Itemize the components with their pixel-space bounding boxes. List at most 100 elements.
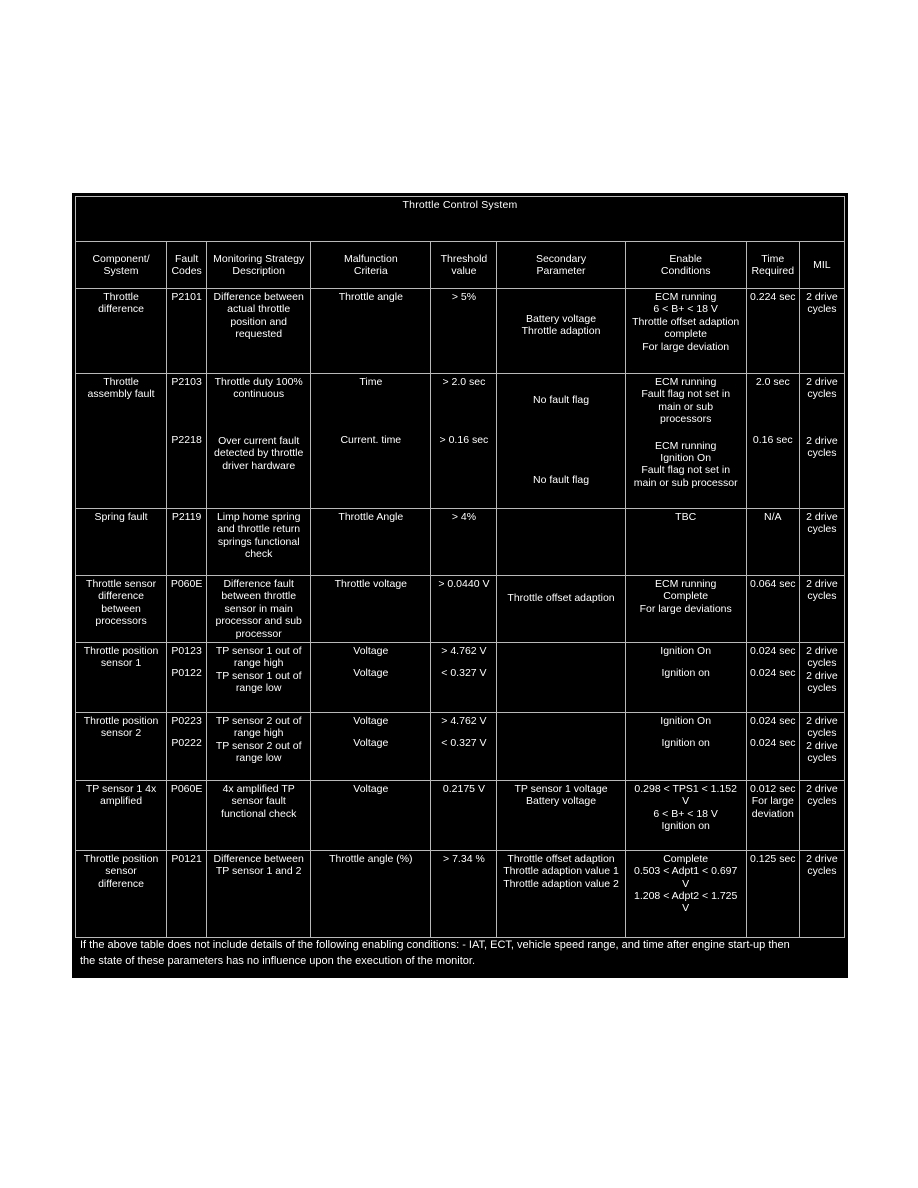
cell-secondary-parameter: Throttle offset adaption (496, 575, 626, 643)
monitoring-table: Throttle Control System Component/ Syste… (74, 196, 846, 938)
cell-fault-codes: P0223 P0222 (166, 711, 208, 781)
text-line: 0.224 sec (750, 291, 796, 303)
text-line: Throttle angle (338, 291, 403, 303)
text-line: sensor (105, 865, 137, 878)
header-line-2: value (451, 265, 477, 277)
text-line: Complete (663, 852, 709, 865)
header-line-2: Parameter (536, 265, 586, 277)
cell-time-required: 2.0 sec 0.16 sec (745, 373, 800, 509)
text-line: 0.503 < Adpt1 < 0.697 (634, 865, 738, 878)
cell-description: Difference between actual throttle posit… (206, 288, 312, 374)
text-line: Difference between (213, 852, 304, 865)
cell-component-system: Throttle position sensor 2 (74, 711, 168, 781)
text-line: processor (235, 627, 282, 640)
text-line: Difference fault (223, 578, 294, 590)
text-line: For large deviation (642, 340, 730, 353)
cell-description: Limp home spring and throttle return spr… (206, 508, 312, 576)
text-line: difference (98, 590, 145, 603)
header-line-1: MIL (813, 258, 831, 271)
text-line: N/A (764, 511, 782, 523)
text-line: position and (230, 315, 288, 328)
column-header-time-required: Time Required (745, 241, 800, 289)
text-line: Voltage (353, 737, 389, 750)
column-header-mil: MIL (798, 241, 846, 289)
text-line: Battery voltage (526, 795, 597, 808)
column-header-monitoring-strategy-description: Monitoring Strategy Description (206, 241, 312, 289)
cell-description: Throttle duty 100% continuous Over curre… (206, 373, 312, 509)
throttle-control-system-panel: Throttle Control System Component/ Syste… (72, 193, 848, 978)
cell-threshold-value: > 5% (430, 288, 498, 374)
header-line-2: Description (232, 265, 285, 277)
column-header-component-system: Component/ System (74, 241, 168, 289)
text-line: Throttle sensor (86, 578, 157, 590)
text-line: continuous (233, 388, 285, 401)
cell-threshold-value: > 4.762 V < 0.327 V (430, 711, 498, 781)
text-line: sensor fault (231, 795, 286, 808)
text-line: P2218 (171, 434, 202, 447)
text-line: TBC (675, 511, 697, 523)
cell-mil: 2 drive cycles (798, 849, 846, 938)
text-line: cycles (807, 590, 837, 603)
text-line: Throttle voltage (334, 578, 407, 590)
cell-malfunction-criteria: Throttle voltage (310, 575, 432, 643)
text-line: > 4.762 V (441, 644, 487, 657)
text-line: Throttle adaption (521, 325, 601, 338)
text-line: between throttle (221, 590, 297, 603)
text-line: 2 drive (806, 434, 838, 447)
cell-mil: 2 drive cycles 2 drive cycles (798, 373, 846, 509)
text-line: between (101, 602, 141, 615)
header-line-2: Required (751, 265, 795, 277)
text-line: < 0.327 V (441, 667, 487, 680)
text-line: TP sensor 1 and 2 (215, 865, 302, 878)
text-line: difference (98, 303, 145, 316)
text-line: driver hardware (222, 459, 296, 472)
text-line: cycles (807, 523, 837, 536)
cell-time-required: N/A (745, 508, 800, 576)
text-line: cycles (807, 657, 837, 670)
text-line: 6 < B+ < 18 V (653, 807, 718, 820)
cell-component-system: Throttle sensor difference between proce… (74, 575, 168, 643)
text-line: No fault flag (533, 394, 590, 406)
text-line: Difference between (213, 291, 304, 303)
text-line: Current. time (340, 434, 402, 447)
cell-component-system: Throttle position sensor difference (74, 849, 168, 938)
text-line: Over current fault (218, 434, 300, 447)
text-line: V (682, 902, 690, 915)
header-line-2: Codes (171, 265, 202, 277)
text-line: 0.024 sec (750, 644, 796, 657)
footer-note-line-2: the state of these parameters has no inf… (80, 955, 476, 968)
text-line: main or sub (658, 400, 714, 413)
text-line: P0121 (171, 852, 202, 865)
text-line: functional check (221, 807, 297, 820)
text-line: deviation (751, 807, 794, 820)
table-title-row: Throttle Control System (75, 196, 845, 242)
text-line: V (682, 795, 690, 808)
text-line: Ignition on (661, 820, 710, 832)
text-line: 2 drive (806, 511, 838, 523)
text-line: For large deviations (639, 602, 732, 615)
text-line: range high (233, 657, 284, 670)
cell-secondary-parameter: Throttle offset adaption Throttle adapti… (496, 849, 626, 938)
text-line: 0.2175 V (442, 782, 485, 795)
text-line: Throttle adaption value 2 (503, 877, 619, 890)
text-line: cycles (807, 752, 837, 764)
table-row: Spring fault P2119 Limp home spring and … (74, 508, 846, 576)
text-line: difference (98, 877, 145, 890)
text-line: complete (664, 328, 707, 341)
cell-fault-codes: P2101 (166, 288, 208, 374)
header-line-2: Criteria (353, 265, 388, 277)
text-line: Voltage (353, 782, 389, 795)
text-line: 2 drive (806, 376, 838, 388)
cell-malfunction-criteria: Throttle Angle (310, 508, 432, 576)
text-line: Throttle adaption value 1 (503, 865, 619, 878)
cell-secondary-parameter: Battery voltage Throttle adaption (496, 288, 626, 374)
cell-time-required: 0.024 sec 0.024 sec (745, 711, 800, 781)
cell-threshold-value: 0.2175 V (430, 779, 498, 851)
text-line: Throttle position (83, 714, 159, 727)
cell-mil: 2 drive cycles (798, 779, 846, 851)
header-line-1: Enable (669, 252, 703, 265)
text-line: 2 drive (806, 852, 838, 865)
text-line: Throttle Angle (338, 511, 404, 523)
text-line: > 4.762 V (441, 714, 487, 727)
